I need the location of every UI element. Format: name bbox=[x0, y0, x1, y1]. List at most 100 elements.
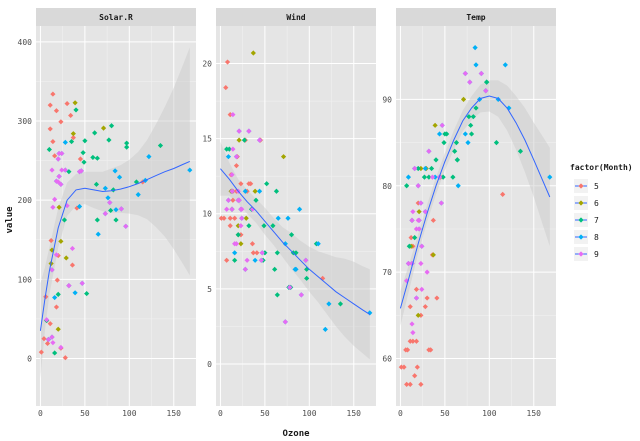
data-point-month-9 bbox=[418, 200, 424, 206]
data-point-month-7 bbox=[274, 292, 280, 298]
data-point-month-6 bbox=[252, 188, 258, 194]
data-point-month-5 bbox=[64, 100, 70, 107]
smooth-line bbox=[399, 95, 551, 309]
smooth-confidence-band bbox=[400, 80, 550, 326]
data-point-month-7 bbox=[94, 155, 100, 161]
data-point-month-9 bbox=[419, 243, 425, 249]
data-point-month-7 bbox=[110, 187, 116, 193]
y-tick-label: 300 bbox=[18, 117, 33, 126]
data-point-month-9 bbox=[118, 206, 124, 212]
data-point-month-7 bbox=[241, 137, 248, 143]
x-tick-label: 50 bbox=[260, 409, 270, 418]
y-tick-label: 400 bbox=[18, 38, 33, 47]
data-point-month-5 bbox=[38, 349, 44, 355]
data-point-month-9 bbox=[242, 266, 248, 272]
legend-entry-9: 9 bbox=[574, 247, 599, 261]
data-point-month-9 bbox=[256, 137, 263, 143]
data-point-month-9 bbox=[238, 223, 244, 229]
data-point-month-8 bbox=[315, 241, 321, 247]
data-point-month-9 bbox=[236, 128, 242, 134]
data-point-month-7 bbox=[264, 181, 270, 187]
data-point-month-5 bbox=[223, 84, 229, 91]
data-point-month-9 bbox=[49, 167, 55, 173]
data-point-month-9 bbox=[467, 79, 473, 85]
data-point-month-7 bbox=[68, 138, 75, 145]
data-point-month-5 bbox=[41, 336, 47, 342]
x-tick-label: 50 bbox=[440, 409, 450, 418]
x-tick-label: 100 bbox=[482, 409, 497, 418]
data-point-month-9 bbox=[483, 88, 489, 94]
data-point-month-6 bbox=[243, 215, 249, 221]
data-point-month-5 bbox=[246, 181, 252, 187]
data-point-month-7 bbox=[93, 181, 100, 187]
data-point-month-5 bbox=[53, 108, 60, 114]
data-point-month-7 bbox=[484, 79, 490, 85]
data-point-month-5 bbox=[221, 215, 227, 221]
legend-entry-8: 8 bbox=[574, 230, 599, 244]
data-point-month-8 bbox=[472, 44, 478, 51]
data-point-month-7 bbox=[450, 174, 456, 180]
data-point-month-5 bbox=[422, 304, 428, 310]
data-point-month-7 bbox=[337, 301, 344, 307]
legend: factor(Month) 5 6 7 8 9 bbox=[570, 163, 633, 261]
data-point-month-9 bbox=[69, 245, 76, 252]
data-point-month-5 bbox=[407, 304, 413, 310]
data-point-month-5 bbox=[230, 197, 236, 203]
data-point-month-6 bbox=[460, 96, 467, 103]
data-point-month-5 bbox=[238, 232, 244, 238]
data-point-month-8 bbox=[146, 154, 152, 160]
y-tick-label: 70 bbox=[382, 268, 392, 277]
data-point-month-7 bbox=[90, 154, 96, 161]
data-point-month-6 bbox=[100, 125, 107, 131]
data-point-month-7 bbox=[253, 197, 259, 203]
data-point-month-9 bbox=[424, 269, 430, 275]
data-point-month-7 bbox=[468, 122, 474, 128]
data-point-month-6 bbox=[70, 131, 76, 137]
data-point-month-8 bbox=[275, 215, 281, 221]
data-point-month-7 bbox=[261, 223, 267, 229]
data-point-month-9 bbox=[53, 252, 60, 258]
data-point-month-7 bbox=[52, 350, 58, 356]
data-point-month-5 bbox=[224, 257, 230, 263]
x-tick-label: 0 bbox=[38, 409, 43, 418]
data-point-month-5 bbox=[224, 59, 231, 65]
facet-strip-label: Temp bbox=[466, 13, 485, 22]
data-point-month-5 bbox=[69, 262, 76, 268]
data-point-month-5 bbox=[418, 381, 424, 388]
data-point-month-7 bbox=[441, 139, 447, 146]
data-point-month-7 bbox=[493, 139, 500, 146]
data-point-month-7 bbox=[428, 165, 435, 172]
x-tick-label: 0 bbox=[218, 409, 223, 418]
y-tick-label: 80 bbox=[382, 182, 392, 191]
data-point-month-9 bbox=[416, 217, 422, 223]
data-point-month-9 bbox=[422, 209, 428, 215]
y-tick-label: 90 bbox=[382, 95, 392, 104]
data-point-month-8 bbox=[113, 207, 119, 213]
x-tick-label: 50 bbox=[80, 409, 90, 418]
data-point-month-5 bbox=[227, 112, 233, 118]
data-point-month-7 bbox=[288, 232, 295, 238]
data-point-month-8 bbox=[436, 131, 443, 137]
data-point-month-9 bbox=[62, 167, 68, 173]
data-point-month-5 bbox=[47, 321, 53, 327]
data-point-month-8 bbox=[432, 174, 438, 180]
facet-strip-label: Wind bbox=[286, 12, 305, 22]
data-point-month-7 bbox=[517, 148, 524, 154]
x-tick-label: 150 bbox=[527, 409, 542, 418]
data-point-month-6 bbox=[415, 312, 421, 318]
data-point-month-9 bbox=[229, 188, 235, 194]
data-point-month-5 bbox=[62, 355, 68, 361]
data-point-month-8 bbox=[462, 131, 468, 137]
data-point-month-7 bbox=[452, 148, 458, 154]
data-point-month-7 bbox=[473, 105, 479, 111]
data-point-month-6 bbox=[250, 50, 256, 56]
legend-key-marker bbox=[578, 234, 584, 240]
data-point-month-7 bbox=[304, 275, 310, 281]
data-point-month-7 bbox=[92, 130, 98, 136]
data-point-month-9 bbox=[246, 128, 252, 134]
data-point-month-8 bbox=[256, 188, 263, 194]
data-point-month-6 bbox=[236, 137, 242, 143]
y-tick-label: 200 bbox=[18, 196, 33, 205]
data-point-month-5 bbox=[232, 215, 238, 221]
data-point-month-9 bbox=[66, 283, 72, 289]
